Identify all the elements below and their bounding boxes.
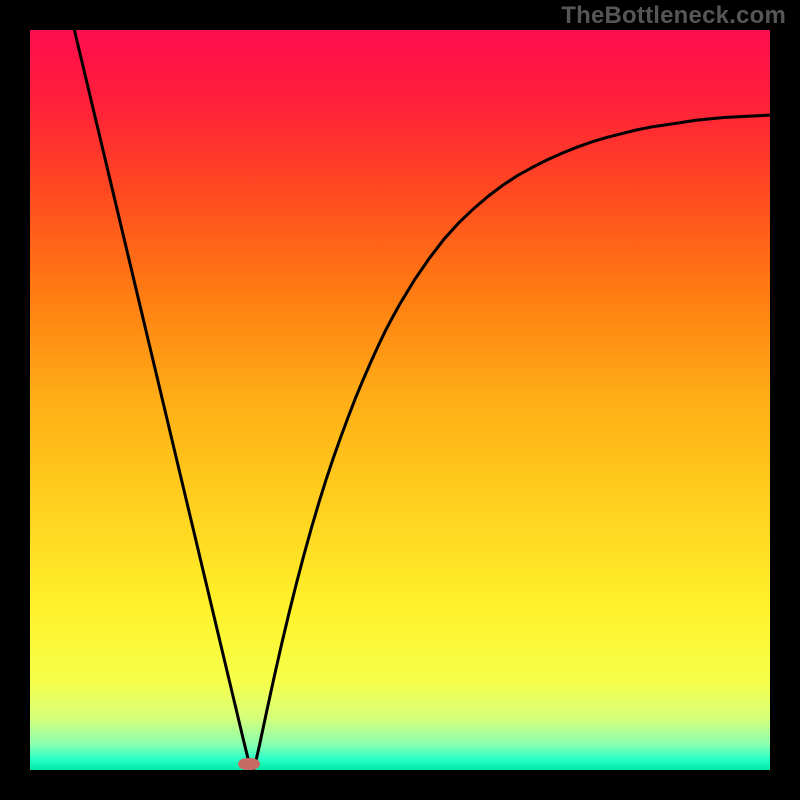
curve-layer bbox=[30, 30, 770, 770]
chart-frame: TheBottleneck.com bbox=[0, 0, 800, 800]
watermark-text: TheBottleneck.com bbox=[561, 2, 786, 30]
minimum-marker bbox=[238, 758, 260, 770]
bottleneck-curve bbox=[74, 30, 770, 769]
plot-area bbox=[30, 30, 770, 770]
